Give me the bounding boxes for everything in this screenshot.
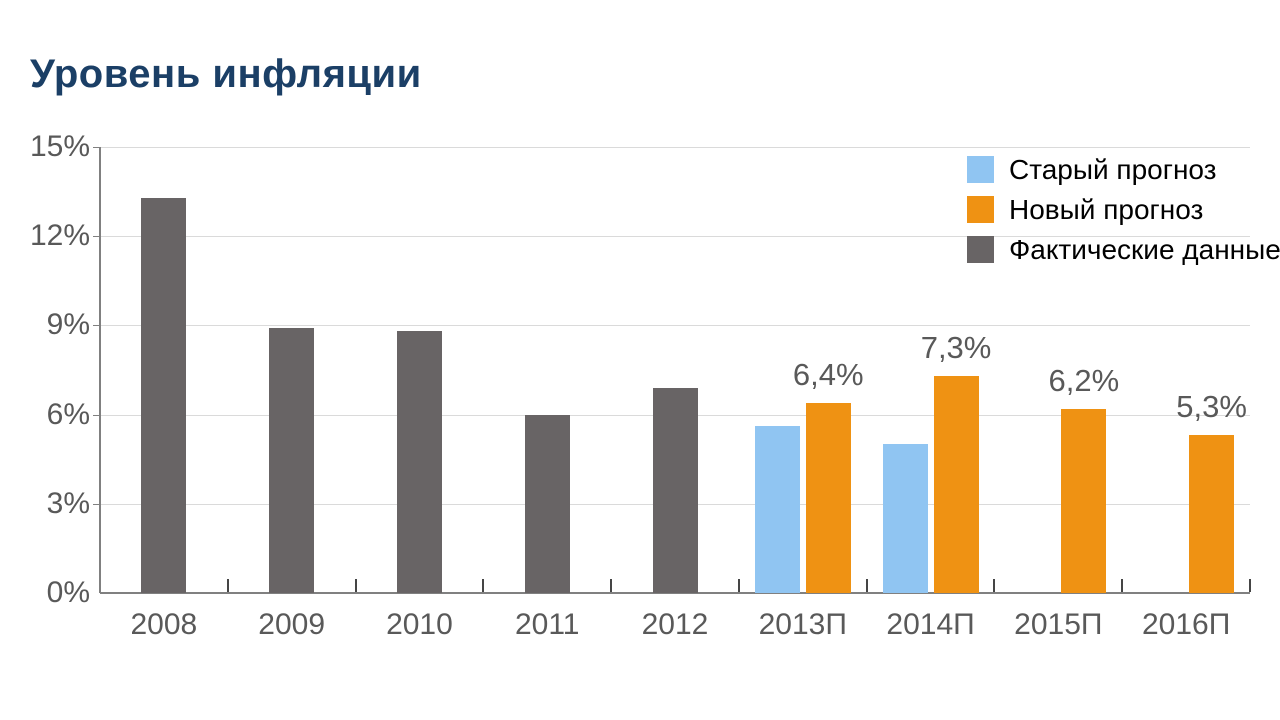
legend-label: Старый прогноз	[1009, 153, 1217, 185]
value-label-2016p: 5,3%	[1176, 389, 1247, 425]
bar-new-forecast-2015p	[1061, 408, 1107, 593]
legend-label: Новый прогноз	[1009, 193, 1204, 225]
value-label-2015p: 6,2%	[1048, 362, 1120, 398]
bar-actual-2008	[141, 197, 187, 593]
y-axis-tick	[93, 414, 100, 416]
x-axis-tick	[737, 579, 740, 592]
x-axis-tick	[1249, 579, 1251, 592]
gridline-9pct	[100, 325, 1250, 327]
x-tick-label-2013p: 2013П	[758, 608, 847, 641]
y-tick-label: 6%	[46, 397, 90, 431]
bar-old-forecast-2013p	[754, 426, 800, 593]
y-axis-tick	[93, 147, 100, 148]
legend-item-new-forecast: Новый прогноз	[967, 193, 1204, 225]
bar-actual-2011	[524, 414, 570, 593]
x-axis-tick	[354, 579, 357, 592]
chart-title: Уровень инфляции	[30, 52, 422, 96]
bar-actual-2010	[396, 331, 442, 593]
y-axis-tick	[93, 325, 100, 327]
gridline-15pct	[100, 147, 1250, 148]
x-axis-tick	[993, 579, 996, 592]
x-tick-label-2015p: 2015П	[1014, 608, 1103, 641]
y-tick-label: 3%	[46, 486, 90, 520]
y-axis-tick	[93, 236, 100, 238]
x-tick-label-2014p: 2014П	[886, 608, 975, 641]
x-axis-tick	[482, 579, 485, 592]
bar-actual-2012	[652, 387, 698, 593]
y-tick-label: 9%	[46, 308, 90, 342]
x-tick-label-2016p: 2016П	[1141, 608, 1231, 641]
y-tick-label: 12%	[29, 219, 90, 253]
bar-actual-2009	[269, 328, 315, 593]
y-axis-line	[99, 147, 101, 593]
bar-new-forecast-2016p	[1189, 435, 1235, 593]
x-tick-label-2009: 2009	[258, 608, 326, 641]
legend-swatch-old-forecast	[967, 156, 994, 183]
y-tick-label: 0%	[46, 576, 90, 609]
x-axis-line	[100, 592, 1250, 594]
x-tick-label-2012: 2012	[641, 608, 709, 641]
value-label-2014p: 7,3%	[920, 329, 992, 365]
x-axis-tick	[610, 579, 613, 592]
x-tick-label-2010: 2010	[386, 608, 453, 641]
legend-swatch-actual	[967, 236, 994, 263]
legend-swatch-new-forecast	[967, 196, 994, 223]
x-axis-tick	[226, 579, 229, 592]
y-axis-tick	[93, 503, 100, 505]
bar-new-forecast-2013p	[805, 402, 851, 593]
gridline-12pct	[100, 236, 1250, 238]
bar-old-forecast-2014p	[882, 444, 928, 593]
x-tick-label-2008: 2008	[130, 608, 198, 641]
legend-label: Фактические данные	[1009, 233, 1280, 265]
y-tick-label: 15%	[29, 130, 90, 163]
legend-item-actual: Фактические данные	[967, 233, 1280, 265]
x-axis-tick	[865, 579, 868, 592]
x-axis-tick	[1121, 579, 1124, 592]
bar-new-forecast-2014p	[933, 375, 979, 593]
legend-item-old-forecast: Старый прогноз	[967, 153, 1217, 185]
value-label-2013p: 6,4%	[792, 356, 864, 392]
x-tick-label-2011: 2011	[514, 608, 580, 641]
